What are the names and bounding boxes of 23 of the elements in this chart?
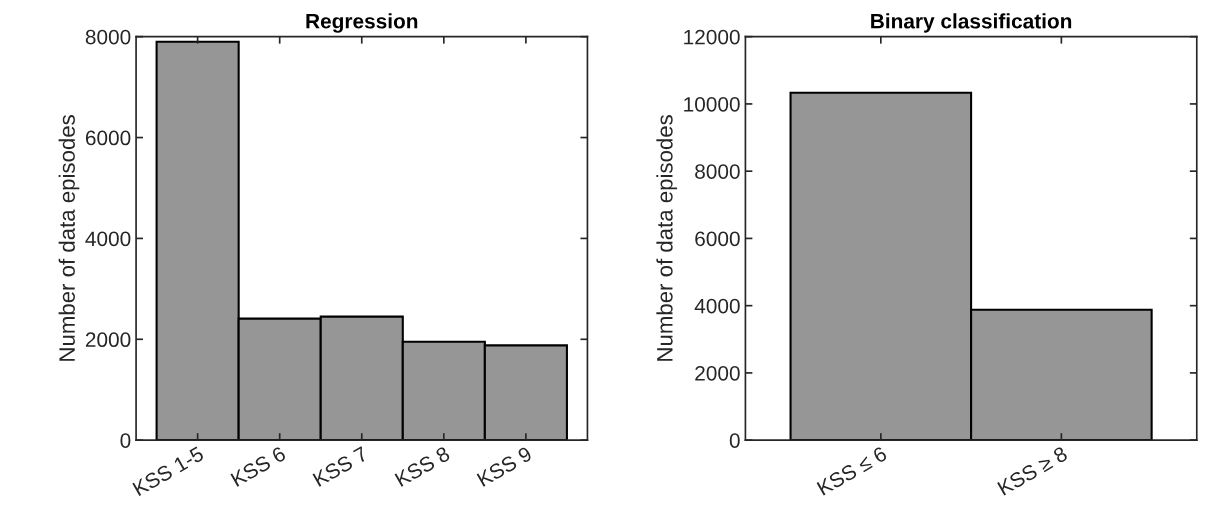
y-tick-label: 0 — [120, 433, 131, 448]
y-tick-label: 8000 — [695, 164, 740, 179]
y-axis-title: Number of data episodes — [656, 115, 678, 361]
x-tick-label: KSS 1-5 — [132, 445, 205, 497]
y-tick-label: 0 — [729, 433, 740, 448]
y-tick-label: 2000 — [695, 365, 740, 381]
y-tick-label: 4000 — [694, 298, 740, 314]
x-tick-label: KSS 7 — [312, 446, 369, 487]
chart-title: Binary classification — [871, 13, 1072, 33]
x-tick-label: KSS 8 — [394, 445, 451, 487]
x-tick-label: KSS 9 — [476, 445, 533, 487]
x-tick-label: KSS 6 — [230, 445, 287, 487]
y-tick-label: 12000 — [684, 29, 740, 45]
y-tick-label: 6000 — [695, 231, 740, 247]
y-axis-title: Number of data episodes — [58, 115, 80, 361]
y-tick-label: 6000 — [85, 130, 131, 146]
x-tick-label: KSS ≤ 6 — [816, 445, 888, 496]
y-tick-label: 8000 — [85, 29, 131, 45]
x-tick-label: KSS ≥ 8 — [997, 445, 1069, 496]
y-tick-label: 2000 — [85, 332, 131, 348]
chart-title: Regression — [306, 13, 418, 33]
y-tick-label: 10000 — [684, 96, 740, 112]
y-tick-label: 4000 — [85, 231, 131, 247]
